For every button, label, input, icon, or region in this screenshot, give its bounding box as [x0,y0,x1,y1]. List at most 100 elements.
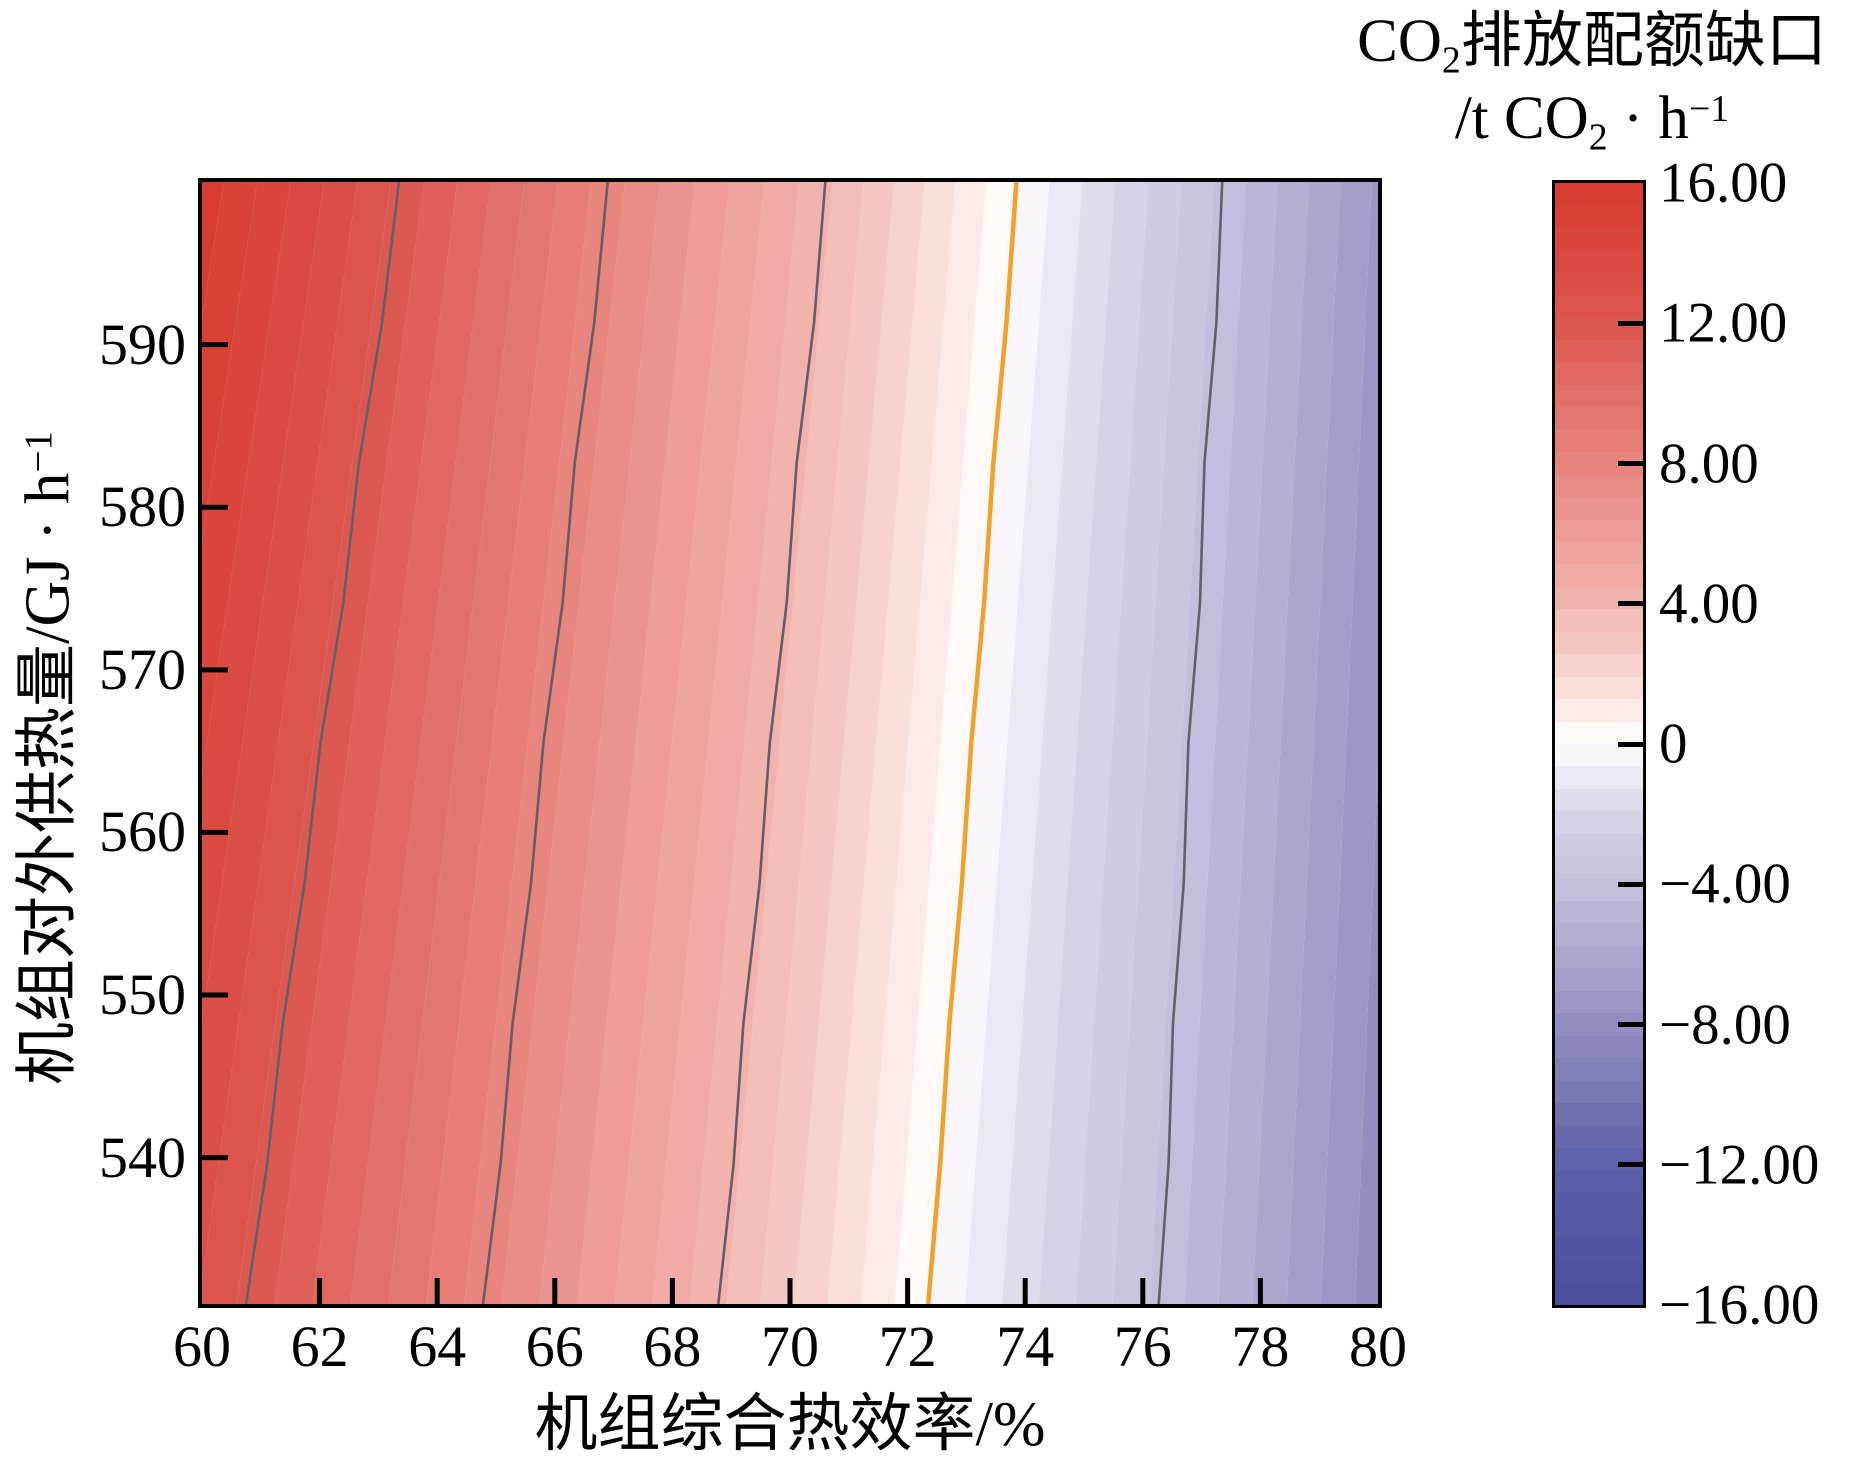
color-band [274,182,458,1304]
color-band [652,182,800,1304]
colorbar-band [1555,1125,1643,1148]
colorbar-tick-label-16: 16.00 [1659,151,1788,215]
colorbar-band [1555,856,1643,879]
x-axis-tick-label-68: 68 [643,1314,702,1379]
contour-field-svg [202,182,1378,1304]
colorbar-band [1555,721,1643,744]
colorbar-title-line2-part-1: 2 [1588,116,1608,159]
colorbar-tick-mark [1618,320,1643,326]
color-band [539,182,695,1304]
colorbar-band [1555,497,1643,520]
color-band [793,182,925,1304]
x-axis-tick-label-72: 72 [878,1314,937,1379]
contour-line-level-8 [481,182,609,1304]
colorbar-title-line1-part-1: 2 [1441,39,1461,82]
colorbar-band [1555,429,1643,453]
colorbar-band [1555,272,1643,296]
colorbar-band [1555,923,1643,946]
y-axis-tick-label-570: 570 [99,636,186,702]
colorbar-tick-label-12: 12.00 [1659,291,1788,355]
color-band [1075,182,1182,1304]
contour-line-level-12 [244,182,401,1304]
colorbar-title-line2-part-3: −1 [1688,87,1730,130]
colorbar-title-line1-part-0: CO [1357,8,1442,75]
x-axis-tick-label-80: 80 [1349,1314,1407,1379]
colorbar-band [1555,968,1643,991]
colorbar-band [1555,1035,1643,1059]
color-band [1038,182,1149,1304]
colorbar-band [1555,474,1643,498]
colorbar-band [1555,340,1643,363]
colorbar-tick-label--8: −8.00 [1659,993,1791,1056]
colorbar-band [1555,250,1643,273]
colorbar-band [1555,676,1643,700]
colorbar-band [1555,407,1643,430]
colorbar-band [1555,1013,1643,1036]
x-axis-tick-label-66: 66 [525,1314,584,1379]
colorbar-band [1555,1102,1643,1126]
color-band [827,182,956,1304]
colorbar-band [1555,631,1643,655]
colorbar-band [1555,1080,1643,1103]
color-band [388,182,558,1304]
colorbar-title-line2: /t CO2 · h−1 [1330,83,1854,160]
colorbar-band [1555,1260,1643,1283]
colorbar-band [1555,901,1643,924]
colorbar-band [1555,519,1643,542]
colorbar-title-line2-part-0: /t CO [1454,84,1589,152]
color-band [501,182,660,1304]
colorbar-band [1555,699,1643,722]
colorbar-band [1555,542,1643,565]
colorbar-band [1555,609,1643,632]
colorbar-band [1555,205,1643,228]
colorbar-band [1555,362,1643,385]
color-band [726,182,864,1304]
colorbar-band [1555,564,1643,587]
color-band [1286,182,1372,1304]
color-band [426,182,592,1304]
x-axis-tick-label-62: 62 [290,1314,349,1379]
colorbar-band [1555,766,1643,789]
x-axis-tick-label-76: 76 [1113,1314,1172,1379]
colorbar-band [1555,1237,1643,1260]
color-band [1218,182,1309,1304]
colorbar-title-line1: CO2排放配额缺口 [1330,6,1854,83]
color-band [202,182,391,1304]
colorbar-tick-label-0: 0 [1659,712,1688,776]
color-band [861,182,986,1304]
x-axis-tick-label-74: 74 [996,1314,1055,1379]
colorbar-band [1555,227,1643,251]
y-axis-tick-label-560: 560 [99,799,186,865]
colorbar-band [1555,743,1643,767]
colorbar-title-line2-part-2: · h [1607,84,1689,152]
colorbar-band [1555,654,1643,677]
color-band [577,182,730,1304]
x-axis-tick-label-70: 70 [761,1314,819,1379]
colorbar-tick-label--16: −16.00 [1659,1273,1820,1337]
colorbar-tick-mark [1618,601,1643,607]
colorbar-tick-label-4: 4.00 [1659,572,1759,636]
x-axis-tick-label-78: 78 [1231,1314,1290,1379]
colorbar-band [1555,990,1643,1014]
colorbar-tick-label-8: 8.00 [1659,432,1759,495]
colorbar-band [1555,788,1643,812]
contour-line-level--4 [1157,182,1224,1304]
colorbar-tick-mark [1618,1022,1643,1027]
colorbar-tick-label--12: −12.00 [1659,1133,1820,1197]
colorbar-band [1555,1215,1643,1238]
colorbar-tick-mark [1618,881,1643,887]
y-axis-tick-label-550: 550 [99,962,186,1028]
colorbar-tick-label--4: −4.00 [1659,852,1791,916]
colorbar-tick-mark [1618,741,1643,747]
color-band [1184,182,1278,1304]
y-axis-tick-label-590: 590 [99,311,186,377]
colorbar-band [1555,1192,1643,1216]
color-band [928,182,1050,1304]
color-band [1112,182,1214,1304]
colorbar-tick-mark [1618,461,1643,466]
color-band [1320,182,1378,1304]
colorbar-band [1555,1282,1643,1305]
colorbar-band [1555,452,1643,475]
color-band [894,182,1017,1304]
